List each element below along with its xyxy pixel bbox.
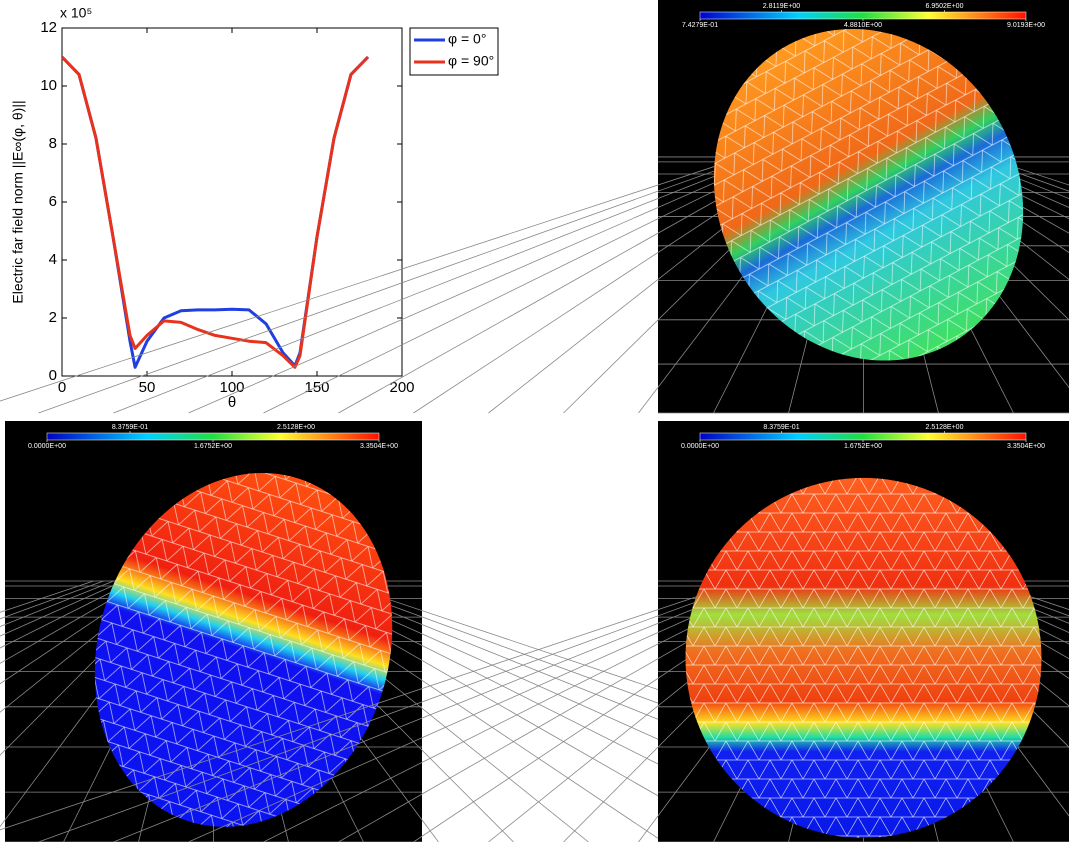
- line-chart: 0 2 4 6 8 10 12 0 50 100 150 200 θ Electric far field…: [10, 5, 499, 411]
- colorbar-label: 1.6752E+00: [844, 443, 882, 450]
- x-tick-label: 100: [219, 379, 244, 396]
- colorbar-label: 6.9502E+00: [926, 3, 964, 10]
- floor-line: [0, 580, 154, 685]
- floor-line: [943, 156, 1069, 220]
- render-mesh: [713, 28, 1024, 361]
- plot-area: [61, 27, 403, 377]
- colorbar-label: 7.4279E-01: [682, 22, 718, 29]
- y-tick-label: 6: [49, 193, 57, 210]
- colorbar-label: 3.3504E+00: [360, 443, 398, 450]
- floor-line: [0, 580, 124, 637]
- floor-line: [113, 580, 764, 842]
- floor-line: [113, 156, 764, 414]
- y-offset-label: x 10⁵: [60, 5, 92, 21]
- floor-line: [953, 580, 1069, 633]
- floor-line: [263, 156, 784, 414]
- floor-line: [0, 580, 144, 664]
- colorbar: 7.4279E-01 2.8119E+00 4.8810E+00 6.9502E+00…: [682, 3, 1045, 29]
- floor-line: [38, 580, 754, 842]
- colorbar-gradient: [46, 432, 380, 441]
- floor-line: [0, 580, 114, 627]
- y-tick-label: 10: [40, 77, 57, 94]
- floor-line: [0, 580, 134, 649]
- x-tick-label: 50: [139, 379, 156, 396]
- colorbar-label: 8.3759E-01: [763, 424, 799, 431]
- colorbar-label: 4.8810E+00: [844, 22, 882, 29]
- x-tick-label: 150: [304, 379, 329, 396]
- y-tick-label: 4: [49, 251, 57, 268]
- x-tick-label: 0: [58, 379, 66, 396]
- colorbar-label: 2.5128E+00: [926, 424, 964, 431]
- floor-line: [0, 156, 744, 402]
- line-series: [60, 55, 370, 369]
- render-mesh: [94, 472, 393, 827]
- floor-line: [953, 156, 1069, 208]
- render-panel: 0.0000E+00 8.3759E-01 1.6752E+00 2.5128E+00…: [0, 421, 1069, 842]
- floor-line: [188, 580, 774, 842]
- floor-line: [0, 580, 744, 831]
- y-tick-label: 12: [40, 19, 57, 36]
- x-tick-label: 200: [389, 379, 414, 396]
- colorbar: 0.0000E+00 8.3759E-01 1.6752E+00 2.5128E+00…: [681, 424, 1045, 450]
- colorbar-label: 2.8119E+00: [763, 3, 801, 10]
- floor-line: [188, 156, 774, 414]
- render-mesh: [685, 477, 1042, 838]
- y-tick-label: 8: [49, 135, 57, 152]
- colorbar-label: 3.3504E+00: [1007, 443, 1045, 450]
- colorbar-label: 8.3759E-01: [112, 424, 148, 431]
- y-tick-label: 2: [49, 309, 57, 326]
- colorbar-gradient: [699, 432, 1027, 441]
- x-axis-label: θ: [228, 394, 236, 411]
- colorbar-label: 1.6752E+00: [194, 443, 232, 450]
- colorbar: 0.0000E+00 8.3759E-01 1.6752E+00 2.5128E+00…: [28, 424, 398, 450]
- y-tick-label: 0: [49, 367, 57, 384]
- legend-label: φ = 0°: [448, 31, 486, 47]
- colorbar-label: 0.0000E+00: [28, 443, 66, 450]
- colorbar-label: 0.0000E+00: [681, 443, 719, 450]
- floor-line: [38, 156, 754, 414]
- render-panel: 0.0000E+00 8.3759E-01 1.6752E+00 2.5128E+00…: [0, 421, 1069, 842]
- y-axis-label: Electric far field norm ||E∞(φ, θ)||: [10, 100, 26, 303]
- colorbar-gradient: [699, 11, 1027, 20]
- legend-box: [409, 27, 499, 76]
- colorbar-label: 2.5128E+00: [277, 424, 315, 431]
- render-panel: 7.4279E-01 2.8119E+00 4.8810E+00 6.9502E+00…: [0, 0, 1069, 414]
- legend-label: φ = 90°: [448, 53, 494, 69]
- colorbar-label: 9.0193E+00: [1007, 22, 1045, 29]
